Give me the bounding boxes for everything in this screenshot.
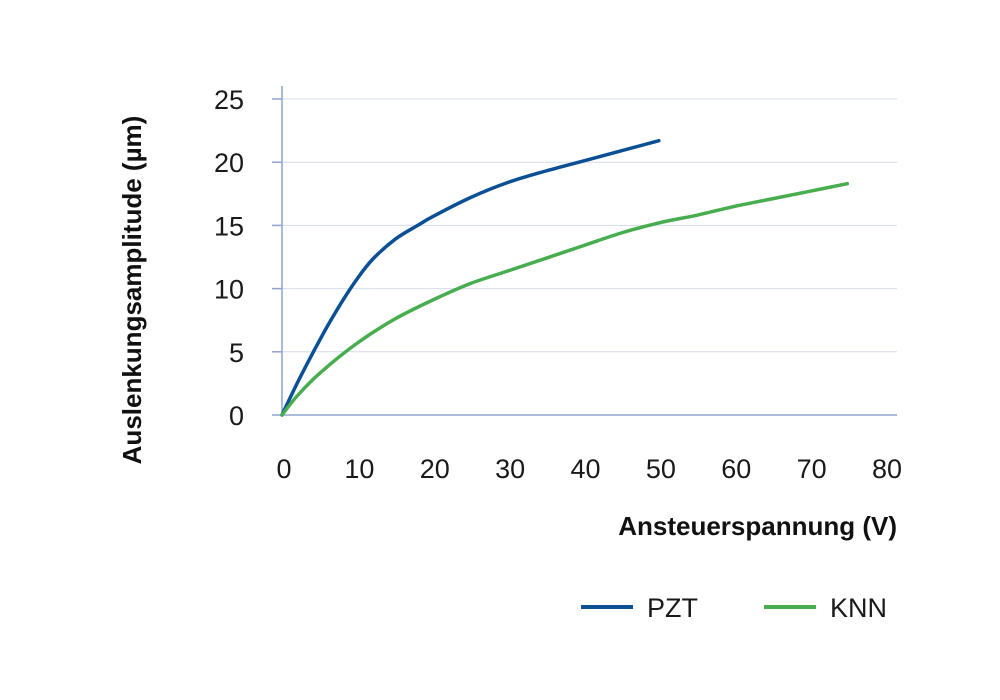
series-line-knn bbox=[280, 181, 850, 417]
gridlines bbox=[272, 98, 897, 416]
axes bbox=[281, 86, 897, 416]
y-axis-title: Auslenkungsamplitude (µm) bbox=[117, 116, 147, 465]
x-tick-label: 20 bbox=[420, 454, 450, 484]
x-tick-label: 70 bbox=[797, 454, 827, 484]
x-tick-label: 80 bbox=[872, 454, 902, 484]
x-tick-label: 30 bbox=[495, 454, 525, 484]
y-tick-label: 5 bbox=[229, 338, 244, 368]
y-tick-labels: 0 5 10 15 20 25 bbox=[214, 85, 244, 431]
y-tick-label: 15 bbox=[214, 211, 244, 241]
x-tick-label: 10 bbox=[344, 454, 374, 484]
x-tick-label: 0 bbox=[276, 454, 291, 484]
x-tick-label: 40 bbox=[570, 454, 600, 484]
y-tick-label: 25 bbox=[214, 85, 244, 115]
y-tick-label: 20 bbox=[214, 148, 244, 178]
x-axis-title: Ansteuerspannung (V) bbox=[618, 511, 897, 541]
legend-label-pzt: PZT bbox=[647, 593, 698, 623]
y-tick-label: 10 bbox=[214, 275, 244, 305]
x-tick-labels: 0 10 20 30 40 50 60 70 80 bbox=[276, 454, 902, 484]
legend-label-knn: KNN bbox=[830, 593, 887, 623]
series-lines bbox=[280, 138, 850, 417]
x-tick-label: 60 bbox=[721, 454, 751, 484]
x-tick-label: 50 bbox=[646, 454, 676, 484]
legend: PZT KNN bbox=[581, 593, 887, 623]
y-tick-label: 0 bbox=[229, 401, 244, 431]
series-line-pzt bbox=[280, 138, 661, 417]
